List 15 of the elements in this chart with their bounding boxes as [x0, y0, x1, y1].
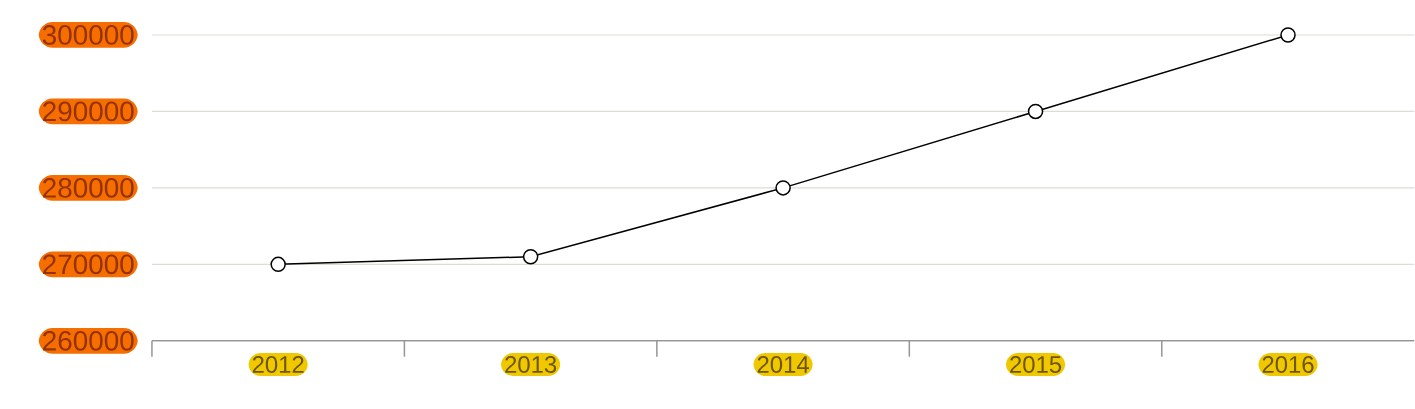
x-tick-label: 2013 — [505, 356, 557, 374]
y-tick-label: 300000 — [42, 25, 134, 45]
y-tick-label: 260000 — [43, 331, 134, 351]
point — [522, 249, 539, 265]
y-tick-label: 290000 — [43, 101, 134, 122]
point — [270, 256, 286, 273]
point — [1027, 103, 1044, 120]
y-tick-label: 270000 — [43, 254, 134, 275]
point — [1280, 27, 1296, 43]
x-tick-label: 2012 — [252, 356, 304, 374]
y-tick-label: 280000 — [43, 178, 134, 198]
x-tick-label: 2014 — [757, 356, 809, 374]
x-tick-label: 2016 — [1262, 356, 1314, 374]
point — [775, 180, 791, 196]
x-tick-label: 2015 — [1010, 356, 1062, 374]
